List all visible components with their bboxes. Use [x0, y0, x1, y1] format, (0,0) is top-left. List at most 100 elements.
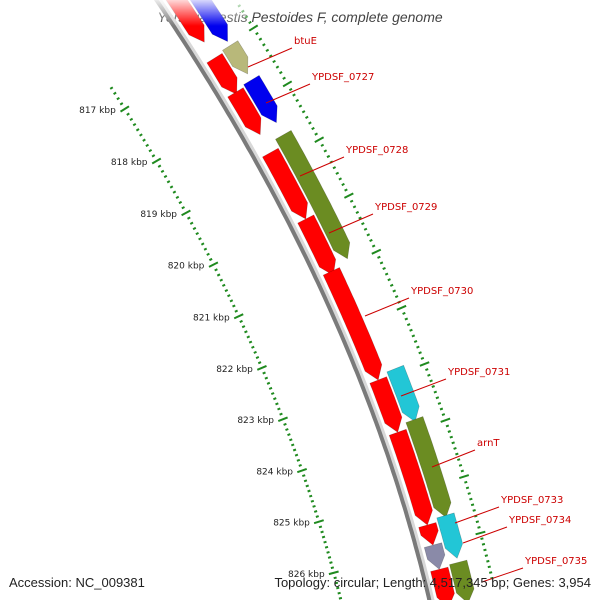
- outer-major-tick: [371, 248, 382, 255]
- gene-feature-red[interactable]: [227, 87, 262, 136]
- outer-minor-tick: [464, 480, 468, 484]
- outer-major-tick: [475, 530, 486, 536]
- gene-label-leader: [454, 506, 500, 524]
- inner-minor-tick: [315, 515, 320, 518]
- gene-feature-red[interactable]: [262, 147, 308, 220]
- outer-minor-tick: [265, 48, 270, 52]
- outer-minor-tick: [481, 542, 486, 546]
- outer-minor-tick: [449, 435, 453, 439]
- outer-minor-tick: [338, 177, 342, 181]
- gene-feature-olive[interactable]: [405, 416, 452, 518]
- gene-feature-cyan[interactable]: [436, 512, 463, 559]
- gene-label[interactable]: YPDSF_0729: [374, 202, 437, 213]
- gene-feature-olive[interactable]: [275, 129, 351, 260]
- outer-minor-tick: [439, 407, 444, 411]
- outer-minor-tick: [314, 132, 318, 136]
- outer-minor-tick: [470, 503, 475, 507]
- kbp-tick-label: 820 kbp: [168, 262, 205, 272]
- outer-minor-tick: [341, 182, 345, 187]
- inner-minor-tick: [214, 268, 218, 272]
- inner-minor-tick: [227, 294, 231, 298]
- outer-minor-tick: [477, 526, 481, 529]
- outer-minor-tick: [352, 205, 357, 209]
- inner-minor-tick: [268, 386, 273, 390]
- gene-label[interactable]: YPDSF_0728: [345, 145, 408, 156]
- inner-minor-tick: [277, 407, 281, 411]
- inner-minor-tick: [302, 474, 306, 478]
- inner-minor-tick: [275, 402, 279, 406]
- kbp-scale: 817 kbp 818 kbp 819 kbp 820 kbp 821 kbp 822 k…: [79, 4, 494, 600]
- inner-minor-tick: [308, 494, 313, 498]
- inner-minor-tick: [298, 463, 302, 467]
- inner-major-tick: [313, 519, 324, 525]
- gene-feature-red[interactable]: [297, 214, 337, 276]
- outer-minor-tick: [456, 458, 461, 462]
- outer-minor-tick: [326, 154, 331, 159]
- outer-minor-tick: [344, 188, 348, 192]
- inner-minor-tick: [195, 232, 199, 236]
- gene-label[interactable]: YPDSF_0733: [500, 495, 563, 506]
- gene-label-leader: [462, 526, 508, 544]
- outer-minor-tick: [413, 339, 418, 344]
- gene-label[interactable]: YPDSF_0734: [508, 515, 571, 526]
- gene-label[interactable]: YPDSF_0730: [410, 286, 473, 297]
- gene-feature-red[interactable]: [430, 566, 455, 600]
- kbp-tick-label: 819 kbp: [140, 210, 177, 220]
- inner-minor-tick: [318, 525, 323, 529]
- outer-minor-tick: [366, 233, 371, 237]
- inner-minor-tick: [246, 335, 251, 339]
- inner-minor-tick: [139, 133, 143, 137]
- gene-feature-red[interactable]: [388, 428, 433, 526]
- gene-feature-red[interactable]: [418, 522, 439, 546]
- gene-feature-grey[interactable]: [423, 542, 446, 570]
- outer-minor-tick: [474, 514, 478, 518]
- gene-label[interactable]: YPDSF_0731: [447, 367, 510, 378]
- gene-feature-blue[interactable]: [243, 74, 278, 124]
- outer-minor-tick: [441, 413, 446, 417]
- kbp-tick-label: 824 kbp: [256, 468, 293, 478]
- gene-label-leader: [400, 378, 447, 397]
- outer-major-tick: [396, 304, 407, 311]
- inner-minor-tick: [163, 174, 168, 179]
- gene-feature-khaki[interactable]: [222, 40, 249, 75]
- inner-minor-tick: [189, 221, 194, 225]
- gene-label[interactable]: YPDSF_0727: [311, 72, 374, 83]
- inner-minor-tick: [241, 325, 246, 329]
- inner-minor-tick: [135, 128, 140, 132]
- gene-label[interactable]: YPDSF_0735: [524, 556, 587, 567]
- outer-minor-tick: [455, 452, 459, 456]
- inner-minor-tick: [313, 510, 318, 513]
- inner-minor-tick: [109, 86, 114, 90]
- inner-minor-tick: [166, 180, 171, 184]
- inner-minor-tick: [216, 273, 221, 277]
- inner-major-tick: [277, 416, 288, 423]
- gene-feature-olive[interactable]: [449, 559, 475, 600]
- gene-feature-red[interactable]: [322, 267, 383, 381]
- inner-minor-tick: [305, 484, 310, 488]
- outer-minor-tick: [255, 31, 259, 36]
- outer-minor-tick: [279, 71, 283, 75]
- gene-label[interactable]: arnT: [477, 438, 500, 449]
- inner-minor-tick: [262, 371, 266, 375]
- kbp-tick-label: 826 kbp: [288, 570, 325, 580]
- gene-feature-red[interactable]: [206, 52, 238, 95]
- inner-minor-tick: [119, 102, 124, 106]
- outer-minor-tick: [298, 104, 303, 108]
- gene-feature-red[interactable]: [369, 376, 403, 433]
- gene-labels: btuE YPDSF_0727 YPDSF_0728 YPDSF_0729 YPDSF_…: [247, 36, 587, 583]
- inner-minor-tick: [285, 428, 289, 432]
- outer-major-tick: [282, 80, 293, 88]
- outer-minor-tick: [437, 401, 442, 405]
- gene-label-leader: [247, 47, 293, 68]
- outer-major-tick: [343, 192, 354, 199]
- gene-label[interactable]: btuE: [294, 36, 317, 47]
- gene-feature-cyan[interactable]: [386, 364, 420, 423]
- inner-minor-tick: [129, 117, 134, 122]
- inner-minor-tick: [239, 319, 243, 324]
- inner-minor-tick: [157, 164, 162, 168]
- outer-minor-tick: [275, 65, 280, 69]
- inner-minor-tick: [229, 299, 234, 303]
- inner-minor-tick: [290, 443, 295, 447]
- inner-minor-tick: [160, 169, 165, 173]
- outer-minor-tick: [358, 216, 362, 220]
